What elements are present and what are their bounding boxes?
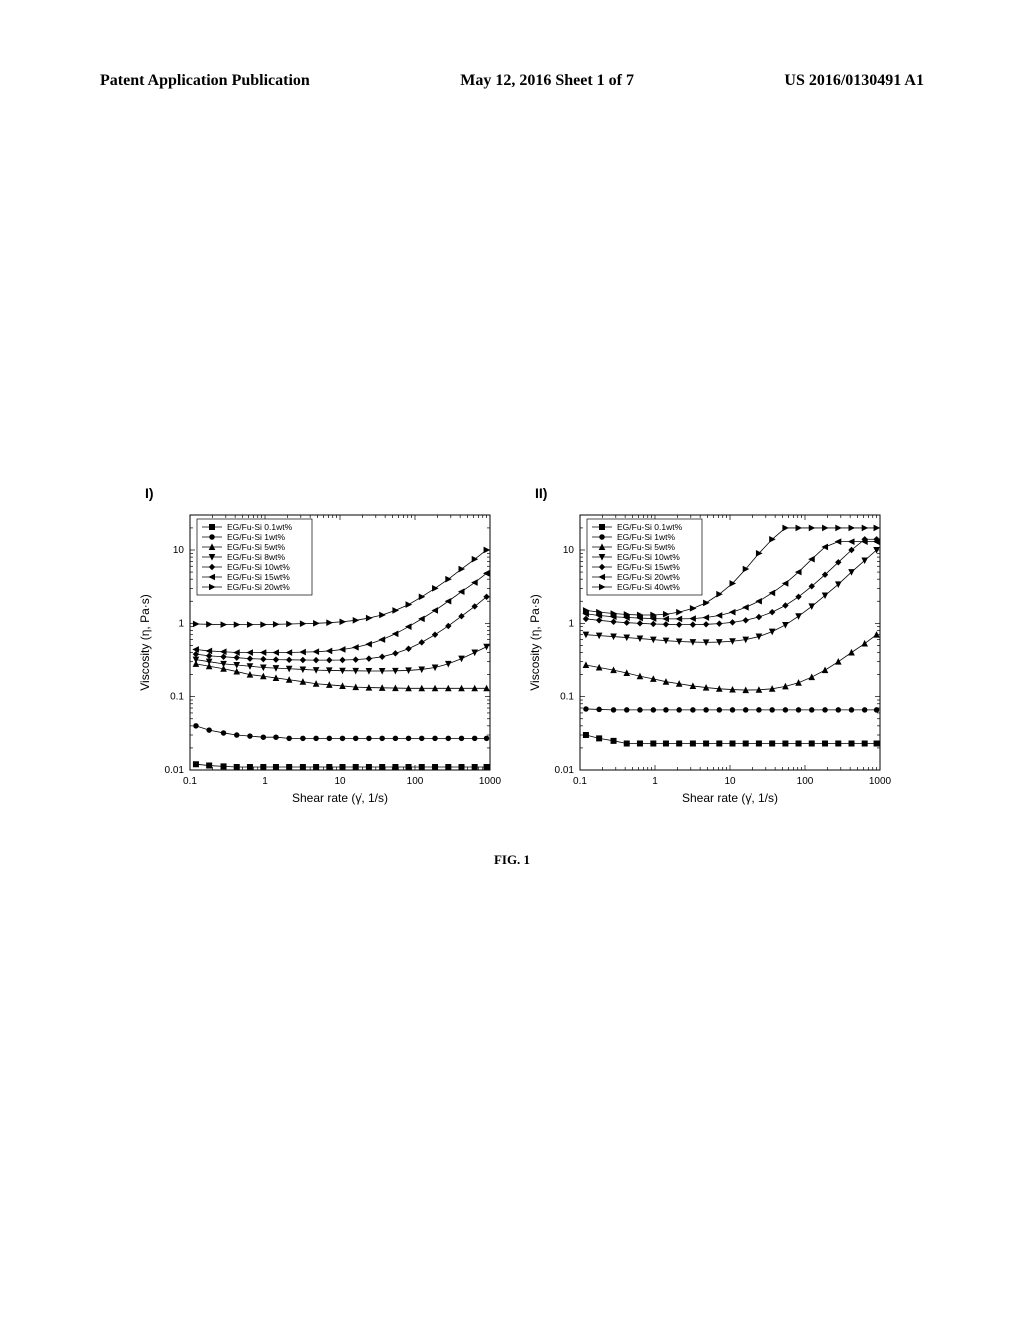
panel-label-left: I) bbox=[145, 485, 154, 501]
svg-text:0.01: 0.01 bbox=[165, 765, 185, 776]
svg-text:100: 100 bbox=[797, 776, 814, 787]
svg-text:10: 10 bbox=[724, 776, 736, 787]
chart-left-svg: 0.111010010000.010.1110Shear rate (γ̇, 1… bbox=[135, 505, 505, 815]
svg-text:EG/Fu-Si 5wt%: EG/Fu-Si 5wt% bbox=[227, 542, 286, 552]
svg-text:0.01: 0.01 bbox=[555, 765, 575, 776]
svg-text:Viscosity (η, Pa·s): Viscosity (η, Pa·s) bbox=[138, 594, 152, 690]
svg-text:EG/Fu-Si 10wt%: EG/Fu-Si 10wt% bbox=[227, 562, 290, 572]
svg-text:Viscosity (η, Pa·s): Viscosity (η, Pa·s) bbox=[528, 594, 542, 690]
svg-text:EG/Fu-Si 5wt%: EG/Fu-Si 5wt% bbox=[617, 542, 676, 552]
svg-text:EG/Fu-Si 20wt%: EG/Fu-Si 20wt% bbox=[617, 572, 680, 582]
svg-text:10: 10 bbox=[334, 776, 346, 787]
svg-text:EG/Fu-Si 0.1wt%: EG/Fu-Si 0.1wt% bbox=[227, 522, 293, 532]
svg-text:EG/Fu-Si 40wt%: EG/Fu-Si 40wt% bbox=[617, 582, 680, 592]
panel-label-right: II) bbox=[535, 485, 547, 501]
figure-caption: FIG. 1 bbox=[0, 852, 1024, 868]
header-center: May 12, 2016 Sheet 1 of 7 bbox=[460, 72, 634, 90]
svg-text:1: 1 bbox=[178, 618, 184, 629]
chart-panel-left: I) 0.111010010000.010.1110Shear rate (γ̇… bbox=[135, 485, 505, 825]
figure-area: I) 0.111010010000.010.1110Shear rate (γ̇… bbox=[135, 485, 895, 850]
svg-text:EG/Fu-Si 1wt%: EG/Fu-Si 1wt% bbox=[617, 532, 676, 542]
svg-text:EG/Fu-Si 8wt%: EG/Fu-Si 8wt% bbox=[227, 552, 286, 562]
svg-text:0.1: 0.1 bbox=[573, 776, 587, 787]
svg-text:1: 1 bbox=[652, 776, 658, 787]
header-right: US 2016/0130491 A1 bbox=[784, 72, 924, 90]
svg-text:EG/Fu-Si 15wt%: EG/Fu-Si 15wt% bbox=[227, 572, 290, 582]
svg-text:1000: 1000 bbox=[869, 776, 892, 787]
svg-text:0.1: 0.1 bbox=[183, 776, 197, 787]
svg-text:Shear rate (γ̇, 1/s): Shear rate (γ̇, 1/s) bbox=[682, 791, 778, 805]
chart-panel-right: II) 0.111010010000.010.1110Shear rate (γ… bbox=[525, 485, 895, 825]
svg-text:0.1: 0.1 bbox=[560, 692, 574, 703]
svg-text:0.1: 0.1 bbox=[170, 692, 184, 703]
page-header: Patent Application Publication May 12, 2… bbox=[0, 72, 1024, 90]
svg-text:EG/Fu-Si 10wt%: EG/Fu-Si 10wt% bbox=[617, 552, 680, 562]
svg-text:EG/Fu-Si 1wt%: EG/Fu-Si 1wt% bbox=[227, 532, 286, 542]
svg-text:100: 100 bbox=[407, 776, 424, 787]
svg-text:1000: 1000 bbox=[479, 776, 502, 787]
chart-right-svg: 0.111010010000.010.1110Shear rate (γ̇, 1… bbox=[525, 505, 895, 815]
svg-text:10: 10 bbox=[563, 545, 575, 556]
svg-text:Shear rate (γ̇, 1/s): Shear rate (γ̇, 1/s) bbox=[292, 791, 388, 805]
svg-text:1: 1 bbox=[568, 618, 574, 629]
svg-text:EG/Fu-Si 15wt%: EG/Fu-Si 15wt% bbox=[617, 562, 680, 572]
svg-text:EG/Fu-Si 0.1wt%: EG/Fu-Si 0.1wt% bbox=[617, 522, 683, 532]
svg-text:1: 1 bbox=[262, 776, 268, 787]
svg-text:EG/Fu-Si 20wt%: EG/Fu-Si 20wt% bbox=[227, 582, 290, 592]
header-left: Patent Application Publication bbox=[100, 72, 310, 90]
svg-text:10: 10 bbox=[173, 545, 185, 556]
